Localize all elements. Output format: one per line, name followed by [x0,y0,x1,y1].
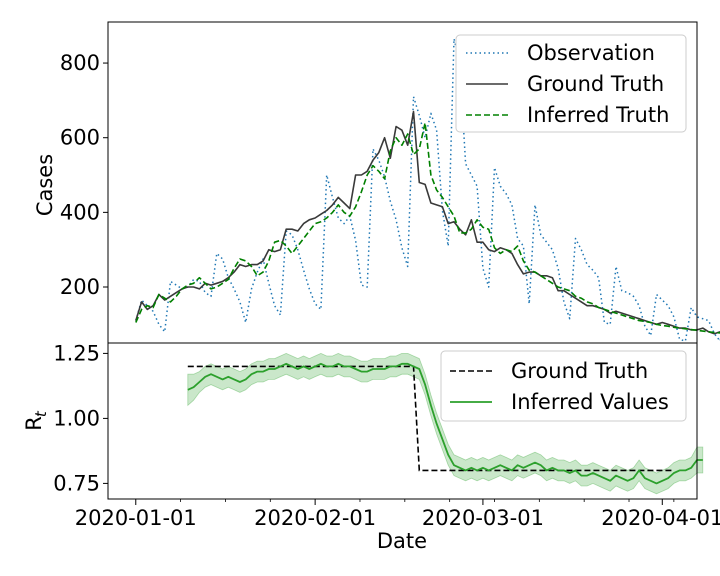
rt-inferred-confidence-band [187,352,704,495]
x-tick-label: 2020-01-01 [75,506,197,530]
legend-rt-ground-truth-label: Ground Truth [511,359,648,383]
rt-series-ground-truth [187,365,674,472]
legend-inferred-values-label: Inferred Values [511,390,669,414]
cases-y-axis-title: Cases [33,154,57,216]
x-tick-label: 2020-03-01 [422,506,544,530]
rt-y-tick-label: 1.00 [53,406,100,430]
rt-y-tick-label: 0.75 [53,471,100,495]
rt-y-ticks: 0.75 1.00 1.25 [53,341,108,495]
cases-y-ticks: 200 400 600 800 [60,51,108,299]
cases-series-inferred-truth [135,122,720,334]
legend-inferred-truth-label: Inferred Truth [527,103,669,127]
x-tick-label: 2020-04-01 [601,506,720,530]
rt-series-inferred-values [187,362,703,485]
cases-y-tick-label: 800 [60,51,100,75]
legend-ground-truth-label: Ground Truth [527,72,664,96]
cases-legend-box [455,34,687,133]
rt-axes-frame [107,342,698,500]
rt-legend: Ground Truth Inferred Values [440,350,687,422]
x-tick-label: 2020-02-01 [254,506,376,530]
cases-legend: Observation Ground Truth Inferred Truth [455,34,687,133]
cases-y-tick-label: 200 [60,275,100,299]
x-axis-title: Date [377,529,427,553]
cases-plot-area [135,38,720,342]
cases-series-ground-truth [135,110,720,335]
legend-observation-label: Observation [527,41,655,65]
rt-x-ticks: 2020-01-01 2020-02-01 2020-03-01 2020-04-01 [75,499,720,530]
rt-plot-area [187,352,704,495]
rt-panel: 0.75 1.00 1.25 2020-01-01 2020-02-01 2020-03… [22,341,720,553]
cases-panel: 200 400 600 800 Cases Observation Ground Tr… [33,21,720,344]
rt-y-tick-label: 1.25 [53,341,100,365]
cases-y-tick-label: 600 [60,126,100,150]
cases-y-tick-label: 400 [60,200,100,224]
rt-legend-box [440,350,687,422]
